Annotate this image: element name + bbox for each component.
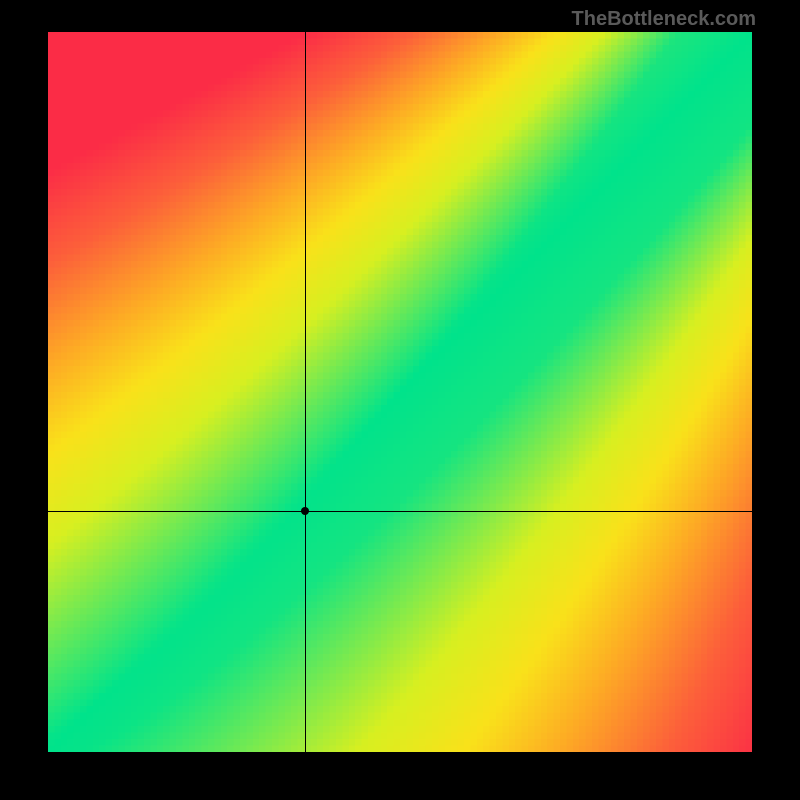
heatmap-chart	[48, 32, 752, 752]
crosshair-marker	[301, 507, 309, 515]
watermark-text: TheBottleneck.com	[572, 8, 756, 31]
crosshair-vertical	[305, 32, 306, 752]
crosshair-horizontal	[48, 511, 752, 512]
heatmap-canvas	[48, 32, 752, 752]
